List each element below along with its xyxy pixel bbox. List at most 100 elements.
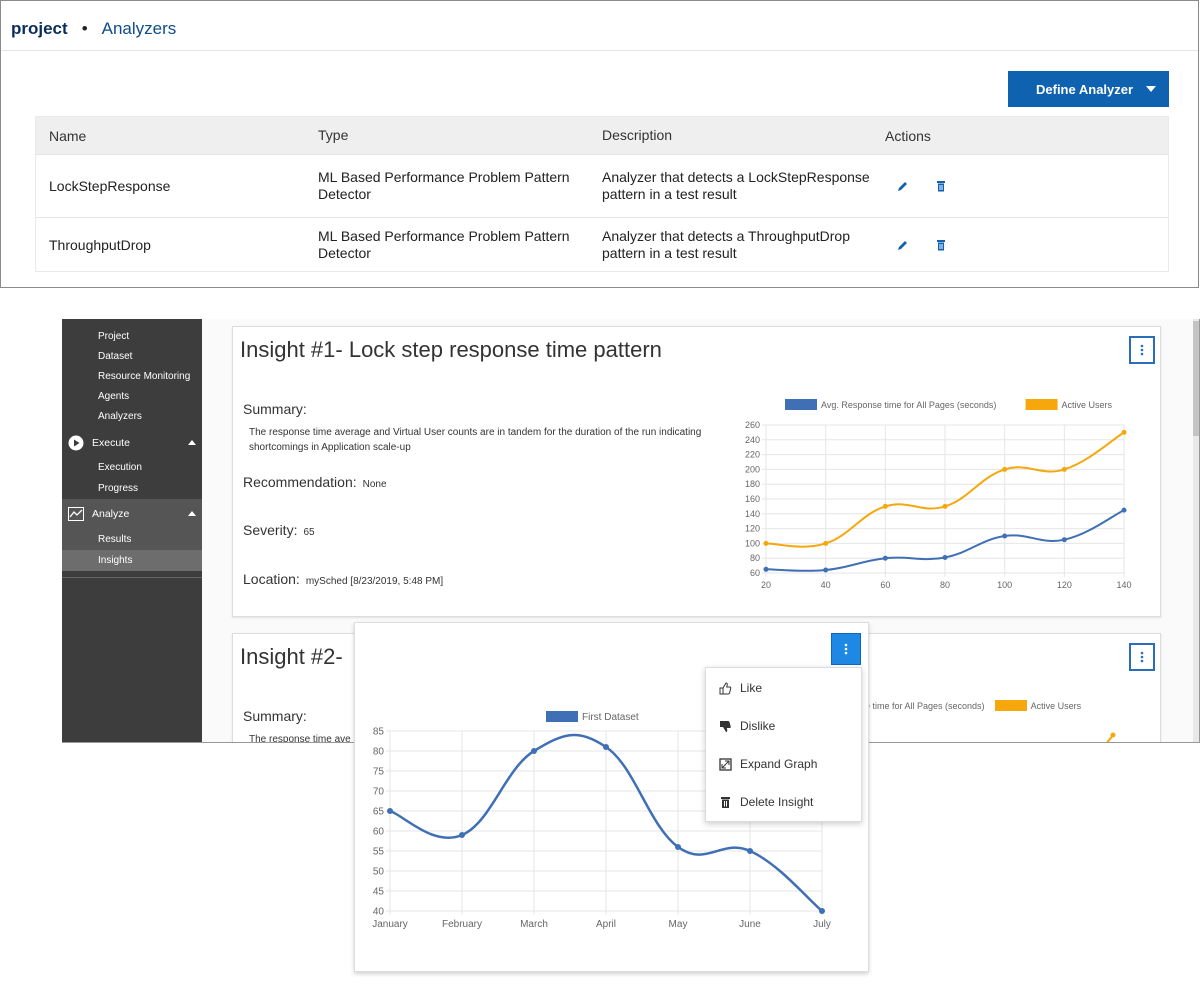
menu-item-expand-graph[interactable]: Expand Graph: [718, 754, 817, 774]
data-point: [531, 748, 537, 754]
row-actions: [885, 238, 1165, 252]
recommendation-row: Recommendation: None: [243, 474, 387, 490]
y-tick-label: 60: [750, 568, 760, 578]
sidebar: Project Dataset Resource Monitoring Agen…: [62, 319, 202, 742]
x-tick-label: 20: [761, 580, 771, 590]
expand-icon: [718, 757, 732, 771]
edit-icon[interactable]: [897, 179, 909, 193]
sidebar-group-label: Execute: [92, 437, 130, 449]
sidebar-item-project[interactable]: Project: [98, 331, 130, 342]
table-header: Name Type Description Actions: [36, 117, 1168, 155]
chart-legend: e time for All Pages (seconds) Active Us…: [865, 700, 1081, 711]
scrollbar[interactable]: [1193, 319, 1199, 742]
x-tick-label: June: [739, 919, 761, 930]
sidebar-item-execution[interactable]: Execution: [98, 462, 142, 473]
y-tick-label: 75: [373, 766, 385, 777]
row-type: ML Based Performance Problem Pattern Det…: [318, 169, 570, 202]
y-tick-label: 120: [745, 524, 760, 534]
response-time-chart: 60 80 100 120 140 160 180 200 220 240 260 20 40 60 80 1…: [745, 399, 1132, 590]
insight-card: Insight #1- Lock step response time patt…: [232, 326, 1161, 617]
sidebar-item-agents[interactable]: Agents: [98, 391, 130, 402]
sidebar-item-analyzers[interactable]: Analyzers: [98, 411, 142, 422]
summary-label: Summary:: [243, 401, 307, 417]
chevron-up-icon[interactable]: [188, 440, 196, 445]
location-value: mySched [8/23/2019, 5:48 PM]: [305, 576, 444, 587]
sidebar-item-dataset[interactable]: Dataset: [98, 351, 133, 362]
data-point: [459, 832, 465, 838]
x-tick-label: 60: [880, 580, 890, 590]
severity-value: 65: [303, 527, 315, 538]
thumbs-up-icon: [718, 681, 732, 695]
row-description: Analyzer that detects a LockStepResponse…: [602, 169, 870, 202]
data-point: [387, 808, 393, 814]
sidebar-group-label: Analyze: [92, 508, 130, 520]
data-point: [675, 844, 681, 850]
caret-down-icon[interactable]: [1146, 86, 1156, 92]
breadcrumb-project[interactable]: project: [11, 19, 68, 38]
delete-icon[interactable]: [935, 179, 947, 193]
breadcrumb-separator: •: [81, 19, 88, 38]
sidebar-item-insights[interactable]: Insights: [98, 555, 133, 566]
edit-icon[interactable]: [897, 238, 909, 252]
sidebar-item-progress[interactable]: Progress: [98, 483, 139, 494]
analyzers-page: project • Analyzers Define Analyzer Name…: [0, 0, 1199, 288]
y-tick-label: 80: [750, 553, 760, 563]
define-analyzer-button[interactable]: Define Analyzer: [1008, 71, 1169, 107]
analyzers-table: Name Type Description Actions LockStepRe…: [35, 116, 1169, 272]
menu-item-delete-insight[interactable]: Delete Insight: [718, 792, 813, 812]
data-point: [747, 848, 753, 854]
header-actions: Actions: [885, 127, 931, 144]
insight-title: Insight #2-: [240, 644, 343, 669]
sidebar-item-resource-monitoring[interactable]: Resource Monitoring: [98, 371, 191, 382]
data-point: [1121, 507, 1127, 513]
menu-item-like[interactable]: Like: [718, 678, 762, 698]
y-tick-label: 140: [745, 509, 760, 519]
insights-page: Project Dataset Resource Monitoring Agen…: [62, 319, 1200, 743]
location-label: Location:: [243, 571, 300, 587]
scrollbar-thumb[interactable]: [1193, 321, 1199, 436]
sidebar-group-analyze[interactable]: Analyze: [62, 501, 202, 527]
more-options-icon[interactable]: [1129, 643, 1155, 671]
y-tick-label: 60: [373, 826, 385, 837]
y-tick-label: 160: [745, 494, 760, 504]
y-tick-label: 85: [373, 726, 385, 737]
chart-line-icon: [68, 506, 84, 522]
delete-icon[interactable]: [935, 238, 947, 252]
menu-item-dislike[interactable]: Dislike: [718, 716, 775, 736]
header-name[interactable]: Name: [49, 127, 87, 144]
more-options-icon[interactable]: [1129, 336, 1155, 364]
sidebar-group-execute[interactable]: Execute: [62, 430, 202, 456]
data-point: [1121, 429, 1127, 435]
data-point: [1061, 466, 1067, 472]
menu-item-label: Expand Graph: [740, 757, 818, 771]
menu-item-label: Dislike: [740, 719, 776, 733]
chevron-up-icon[interactable]: [188, 511, 196, 516]
define-analyzer-label: Define Analyzer: [1036, 81, 1134, 97]
header-description[interactable]: Description: [602, 127, 673, 143]
location-row: Location: mySched [8/23/2019, 5:48 PM]: [243, 571, 443, 587]
data-point: [823, 567, 829, 573]
data-point: [1002, 466, 1008, 472]
x-tick-label: July: [813, 919, 831, 930]
sidebar-item-results[interactable]: Results: [98, 534, 132, 545]
thumbs-down-icon: [718, 719, 732, 733]
data-point: [942, 554, 948, 560]
y-tick-label: 220: [745, 450, 760, 460]
legend-label: First Dataset: [582, 712, 639, 723]
more-options-icon[interactable]: [831, 633, 861, 665]
row-type: ML Based Performance Problem Pattern Det…: [318, 227, 570, 261]
header-type[interactable]: Type: [318, 127, 349, 143]
legend-swatch: [994, 700, 1027, 711]
insight-menu: Like Dislike Expand Graph Delete Insight: [705, 667, 862, 822]
legend-label: Active Users: [1030, 700, 1082, 711]
data-point: [942, 503, 948, 509]
x-tick-label: 40: [821, 580, 831, 590]
y-tick-label: 50: [373, 866, 385, 877]
y-tick-label: 70: [373, 786, 385, 797]
x-tick-label: May: [669, 919, 688, 930]
partial-series-line: [1106, 732, 1116, 742]
data-point: [823, 540, 829, 546]
y-tick-label: 80: [373, 746, 385, 757]
breadcrumb: project • Analyzers: [11, 19, 176, 39]
x-tick-label: February: [442, 919, 482, 930]
